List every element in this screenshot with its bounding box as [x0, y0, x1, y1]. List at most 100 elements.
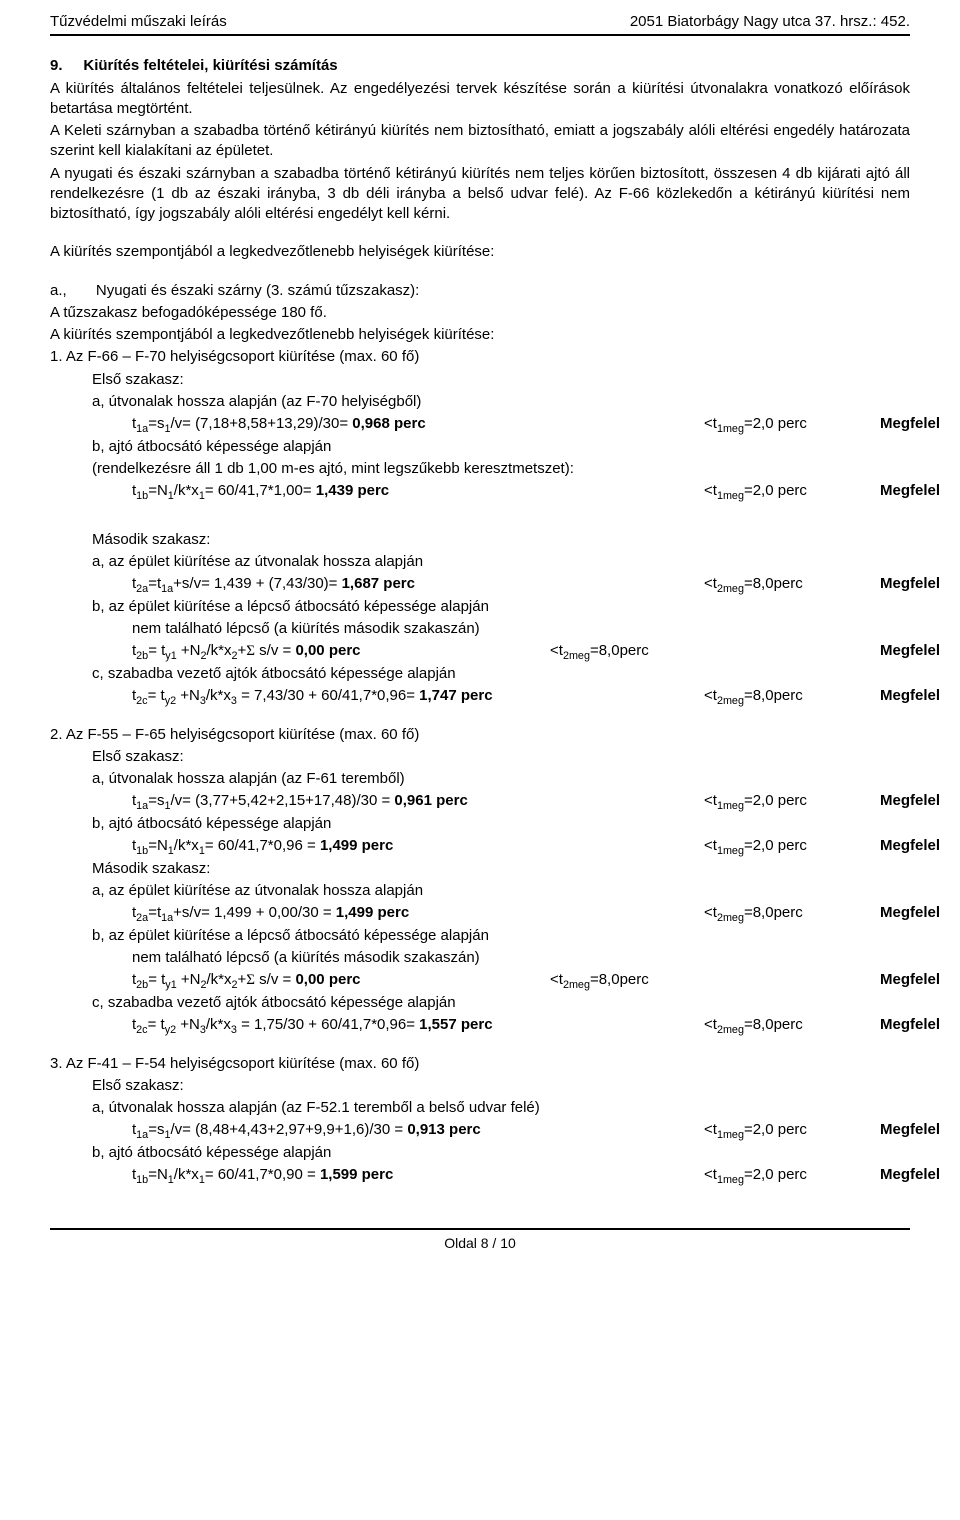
t2b-formula: t2b= ty1 +N2/k*x2+Σ s/v = 0,00 perc: [132, 641, 550, 664]
p3: A nyugati és északi szárnyban a szabadba…: [50, 164, 910, 225]
group-1-stage2: Második szakasz: a, az épület kiürítése …: [50, 530, 910, 709]
t1a-formula: t1a=s1/v= (8,48+4,43+2,97+9,9+1,6)/30 = …: [132, 1120, 704, 1143]
t1meg: <t1meg=2,0 perc: [704, 1120, 880, 1143]
section-heading: Kiürítés feltételei, kiürítési számítás: [83, 57, 337, 74]
megfelel: Megfelel: [880, 574, 940, 594]
t2c-formula: t2c= ty2 +N3/k*x3 = 1,75/30 + 60/41,7*0,…: [132, 1015, 704, 1038]
t1meg: <t1meg=2,0 perc: [704, 481, 880, 504]
group-3: 3. Az F-41 – F-54 helyiségcsoport kiürít…: [50, 1054, 910, 1188]
megfelel: Megfelel: [880, 686, 940, 706]
g3-title: 3. Az F-41 – F-54 helyiségcsoport kiürít…: [50, 1054, 910, 1074]
g1-t1a: t1a=s1/v= (7,18+8,58+13,29)/30= 0,968 pe…: [50, 414, 910, 437]
g2-a-note: (az F-61 teremből): [277, 770, 405, 787]
g1-nemtal: nem található lépcső (a kiürítés második…: [50, 619, 910, 639]
megfelel: Megfelel: [880, 836, 940, 856]
g1-t2b: t2b= ty1 +N2/k*x2+Σ s/v = 0,00 perc <t2m…: [50, 641, 910, 664]
a-heading: a., Nyugati és északi szárny (3. számú t…: [50, 281, 910, 301]
a-text: Nyugati és északi szárny (3. számú tűzsz…: [96, 282, 419, 299]
t2b-formula: t2b= ty1 +N2/k*x2+Σ s/v = 0,00 perc: [132, 970, 550, 993]
t2meg: <t2meg=8,0perc: [550, 970, 880, 993]
g2-title: 2. Az F-55 – F-65 helyiségcsoport kiürít…: [50, 725, 910, 745]
g2-a: a, útvonalak hossza alapján (az F-61 ter…: [50, 769, 910, 789]
a-label: a.,: [50, 282, 67, 299]
a3: A kiürítés szempontjából a legkedvezőtle…: [50, 325, 910, 345]
t2meg: <t2meg=8,0perc: [704, 574, 880, 597]
page-footer: Oldal 8 / 10: [50, 1228, 910, 1253]
p1: A kiürítés általános feltételei teljesül…: [50, 79, 910, 120]
megfelel: Megfelel: [880, 1165, 940, 1185]
g1-2a: a, az épület kiürítése az útvonalak hoss…: [50, 552, 910, 572]
t1meg: <t1meg=2,0 perc: [704, 1165, 880, 1188]
megfelel: Megfelel: [880, 791, 940, 811]
t1a-formula: t1a=s1/v= (7,18+8,58+13,29)/30= 0,968 pe…: [132, 414, 704, 437]
g1-t1b: t1b=N1/k*x1= 60/41,7*1,00= 1,439 perc <t…: [50, 481, 910, 504]
p2: A Keleti szárnyban a szabadba történő ké…: [50, 121, 910, 162]
t1meg: <t1meg=2,0 perc: [704, 836, 880, 859]
g2-b: b, ajtó átbocsátó képessége alapján: [50, 814, 910, 834]
megfelel: Megfelel: [880, 481, 940, 501]
g2-2a: a, az épület kiürítése az útvonalak hoss…: [50, 881, 910, 901]
page-header: Tűzvédelmi műszaki leírás 2051 Biatorbág…: [50, 12, 910, 36]
doc-title-left: Tűzvédelmi műszaki leírás: [50, 12, 227, 32]
g3-b: b, ajtó átbocsátó képessége alapján: [50, 1143, 910, 1163]
g3-t1a: t1a=s1/v= (8,48+4,43+2,97+9,9+1,6)/30 = …: [50, 1120, 910, 1143]
a-utvonal: a, útvonalak hossza alapján: [92, 770, 277, 787]
g1-masodik: Második szakasz:: [50, 530, 910, 550]
megfelel: Megfelel: [880, 970, 940, 990]
a-utvonal: a, útvonalak hossza alapján: [92, 393, 277, 410]
g2-t1a: t1a=s1/v= (3,77+5,42+2,15+17,48)/30 = 0,…: [50, 791, 910, 814]
t2meg: <t2meg=8,0perc: [704, 903, 880, 926]
subsection-a: a., Nyugati és északi szárny (3. számú t…: [50, 281, 910, 346]
megfelel: Megfelel: [880, 903, 940, 923]
g2-t2a: t2a=t1a+s/v= 1,499 + 0,00/30 = 1,499 per…: [50, 903, 910, 926]
g3-elso: Első szakasz:: [50, 1076, 910, 1096]
section-9: 9. Kiürítés feltételei, kiürítési számít…: [50, 56, 910, 224]
g2-2c: c, szabadba vezető ajtók átbocsátó képes…: [50, 993, 910, 1013]
megfelel: Megfelel: [880, 1015, 940, 1035]
g1-2b: b, az épület kiürítése a lépcső átbocsát…: [50, 597, 910, 617]
g2-elso: Első szakasz:: [50, 747, 910, 767]
g1-title: 1. Az F-66 – F-70 helyiségcsoport kiürít…: [50, 347, 910, 367]
g1-t2a: t2a=t1a+s/v= 1,439 + (7,43/30)= 1,687 pe…: [50, 574, 910, 597]
spacer: [50, 504, 910, 512]
g2-t2b: t2b= ty1 +N2/k*x2+Σ s/v = 0,00 perc <t2m…: [50, 970, 910, 993]
group-2: 2. Az F-55 – F-65 helyiségcsoport kiürít…: [50, 725, 910, 1038]
g2-masodik: Második szakasz:: [50, 859, 910, 879]
g3-a-note: (az F-52.1 teremből a belső udvar felé): [277, 1099, 540, 1116]
a-utvonal: a, útvonalak hossza alapján: [92, 1099, 277, 1116]
t2a-formula: t2a=t1a+s/v= 1,499 + 0,00/30 = 1,499 per…: [132, 903, 704, 926]
t2a-formula: t2a=t1a+s/v= 1,439 + (7,43/30)= 1,687 pe…: [132, 574, 704, 597]
p4: A kiürítés szempontjából a legkedvezőtle…: [50, 242, 910, 262]
t2meg2: <t2meg=8,0perc: [704, 1015, 880, 1038]
g1-2c: c, szabadba vezető ajtók átbocsátó képes…: [50, 664, 910, 684]
g2-nemtal: nem található lépcső (a kiürítés második…: [50, 948, 910, 968]
g1-t2c: t2c= ty2 +N3/k*x3 = 7,43/30 + 60/41,7*0,…: [50, 686, 910, 709]
t1meg: <t1meg=2,0 perc: [704, 414, 880, 437]
megfelel: Megfelel: [880, 414, 940, 434]
g3-t1b: t1b=N1/k*x1= 60/41,7*0,90 = 1,599 perc <…: [50, 1165, 910, 1188]
g1-elso: Első szakasz:: [50, 370, 910, 390]
t1b-formula: t1b=N1/k*x1= 60/41,7*0,90 = 1,599 perc: [132, 1165, 704, 1188]
spacer: [50, 709, 910, 725]
t1meg: <t1meg=2,0 perc: [704, 791, 880, 814]
t1b-formula: t1b=N1/k*x1= 60/41,7*0,96 = 1,499 perc: [132, 836, 704, 859]
g2-2b: b, az épület kiürítése a lépcső átbocsát…: [50, 926, 910, 946]
g1-a: a, útvonalak hossza alapján (az F-70 hel…: [50, 392, 910, 412]
doc-title-right: 2051 Biatorbágy Nagy utca 37. hrsz.: 452…: [630, 12, 910, 32]
g2-t1b: t1b=N1/k*x1= 60/41,7*0,96 = 1,499 perc <…: [50, 836, 910, 859]
t1b-formula: t1b=N1/k*x1= 60/41,7*1,00= 1,439 perc: [132, 481, 704, 504]
g1-b-note: (rendelkezésre áll 1 db 1,00 m-es ajtó, …: [50, 459, 910, 479]
g2-t2c: t2c= ty2 +N3/k*x3 = 1,75/30 + 60/41,7*0,…: [50, 1015, 910, 1038]
megfelel: Megfelel: [880, 641, 940, 661]
g1-b: b, ajtó átbocsátó képessége alapján: [50, 437, 910, 457]
g1-a-note: (az F-70 helyiségből): [277, 393, 421, 410]
t1a-formula: t1a=s1/v= (3,77+5,42+2,15+17,48)/30 = 0,…: [132, 791, 704, 814]
p4-block: A kiürítés szempontjából a legkedvezőtle…: [50, 242, 910, 262]
section-number: 9.: [50, 57, 63, 74]
section-9-title: 9. Kiürítés feltételei, kiürítési számít…: [50, 56, 910, 76]
page-number: Oldal 8 / 10: [444, 1235, 516, 1251]
group-1: 1. Az F-66 – F-70 helyiségcsoport kiürít…: [50, 347, 910, 503]
megfelel: Megfelel: [880, 1120, 940, 1140]
t2c-formula: t2c= ty2 +N3/k*x3 = 7,43/30 + 60/41,7*0,…: [132, 686, 704, 709]
g3-a: a, útvonalak hossza alapján (az F-52.1 t…: [50, 1098, 910, 1118]
